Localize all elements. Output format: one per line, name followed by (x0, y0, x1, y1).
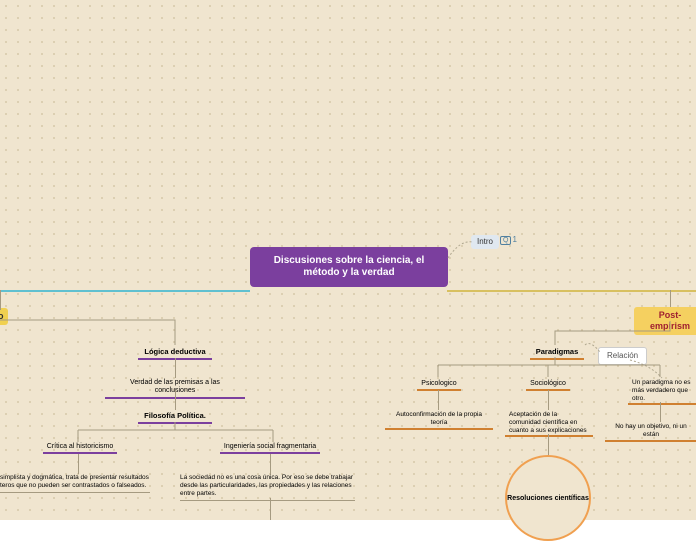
relacion-box[interactable]: Relación (598, 347, 647, 365)
critica-text-content: simplista y dogmática, trata de presenta… (0, 474, 149, 489)
intro-tag[interactable]: Intro (471, 235, 499, 249)
third-node[interactable]: Un paradigma no es más verdadero que otr… (628, 378, 696, 405)
critica-node[interactable]: Crítica al historicismo (30, 441, 130, 454)
relacion-label: Relación (607, 351, 638, 360)
paradigmas-node[interactable]: Paradigmas (525, 345, 589, 360)
q1-num: 1 (512, 235, 516, 244)
third-title: Un paradigma no es más verdadero que otr… (628, 378, 696, 405)
left-partial-label: o (0, 311, 4, 321)
socio-sub: Aceptación de la comunidad científica en… (505, 410, 593, 437)
left-partial-branch[interactable]: o (0, 308, 8, 325)
critica-title: Crítica al historicismo (43, 442, 118, 454)
post-empirism-label: Post-empirism (650, 310, 690, 331)
post-empirism-branch[interactable]: Post-empirism (634, 307, 696, 335)
socio-sub-node[interactable]: Aceptación de la comunidad científica en… (505, 410, 593, 437)
left-drop-line (0, 290, 1, 310)
paradigmas-title: Paradigmas (530, 345, 585, 360)
socio-to-circle (548, 434, 549, 456)
root-left-line (0, 290, 250, 292)
psico-sub: Autoconfirmación de la propia teoría (385, 410, 493, 430)
third-drop (660, 402, 661, 422)
logica-to-filo (175, 390, 176, 410)
root-title: Discusiones sobre la ciencia, el método … (274, 255, 425, 278)
mindmap-canvas[interactable]: o Discusiones sobre la ciencia, el métod… (0, 0, 696, 520)
filosofia-node[interactable]: Filosofía Política. (130, 409, 220, 424)
q1-badge[interactable]: QQ11 (500, 235, 517, 245)
right-drop-line (670, 290, 671, 308)
q-icon: Q (500, 236, 511, 245)
ingenieria-text-content: La sociedad no es una cosa única. Por es… (180, 474, 353, 497)
filosofia-title: Filosofía Política. (138, 409, 212, 424)
ingenieria-title: Ingeniería social fragmentaria (220, 442, 320, 454)
critica-text: simplista y dogmática, trata de presenta… (0, 474, 150, 493)
resoluciones-label: Resoluciones científicas (507, 495, 589, 502)
logica-drop (175, 358, 176, 378)
third-sub-node[interactable]: No hay un objetivo, ni un están (605, 422, 696, 442)
third-sub: No hay un objetivo, ni un están (605, 422, 696, 442)
ing-drop (270, 454, 271, 474)
root-right-line (447, 290, 696, 292)
psico-sub-node[interactable]: Autoconfirmación de la propia teoría (385, 410, 493, 430)
ingenieria-text: La sociedad no es una cosa única. Por es… (180, 474, 355, 501)
psico-node[interactable]: Psicologico (408, 378, 470, 391)
socio-drop (548, 390, 549, 410)
ingenieria-node[interactable]: Ingeniería social fragmentaria (210, 441, 330, 454)
psico-drop (438, 390, 439, 410)
intro-label: Intro (477, 237, 493, 246)
root-node[interactable]: Discusiones sobre la ciencia, el método … (250, 247, 448, 287)
resoluciones-circle[interactable]: Resoluciones científicas (505, 455, 591, 541)
critica-drop (78, 454, 79, 474)
ing-drop2 (270, 498, 271, 520)
